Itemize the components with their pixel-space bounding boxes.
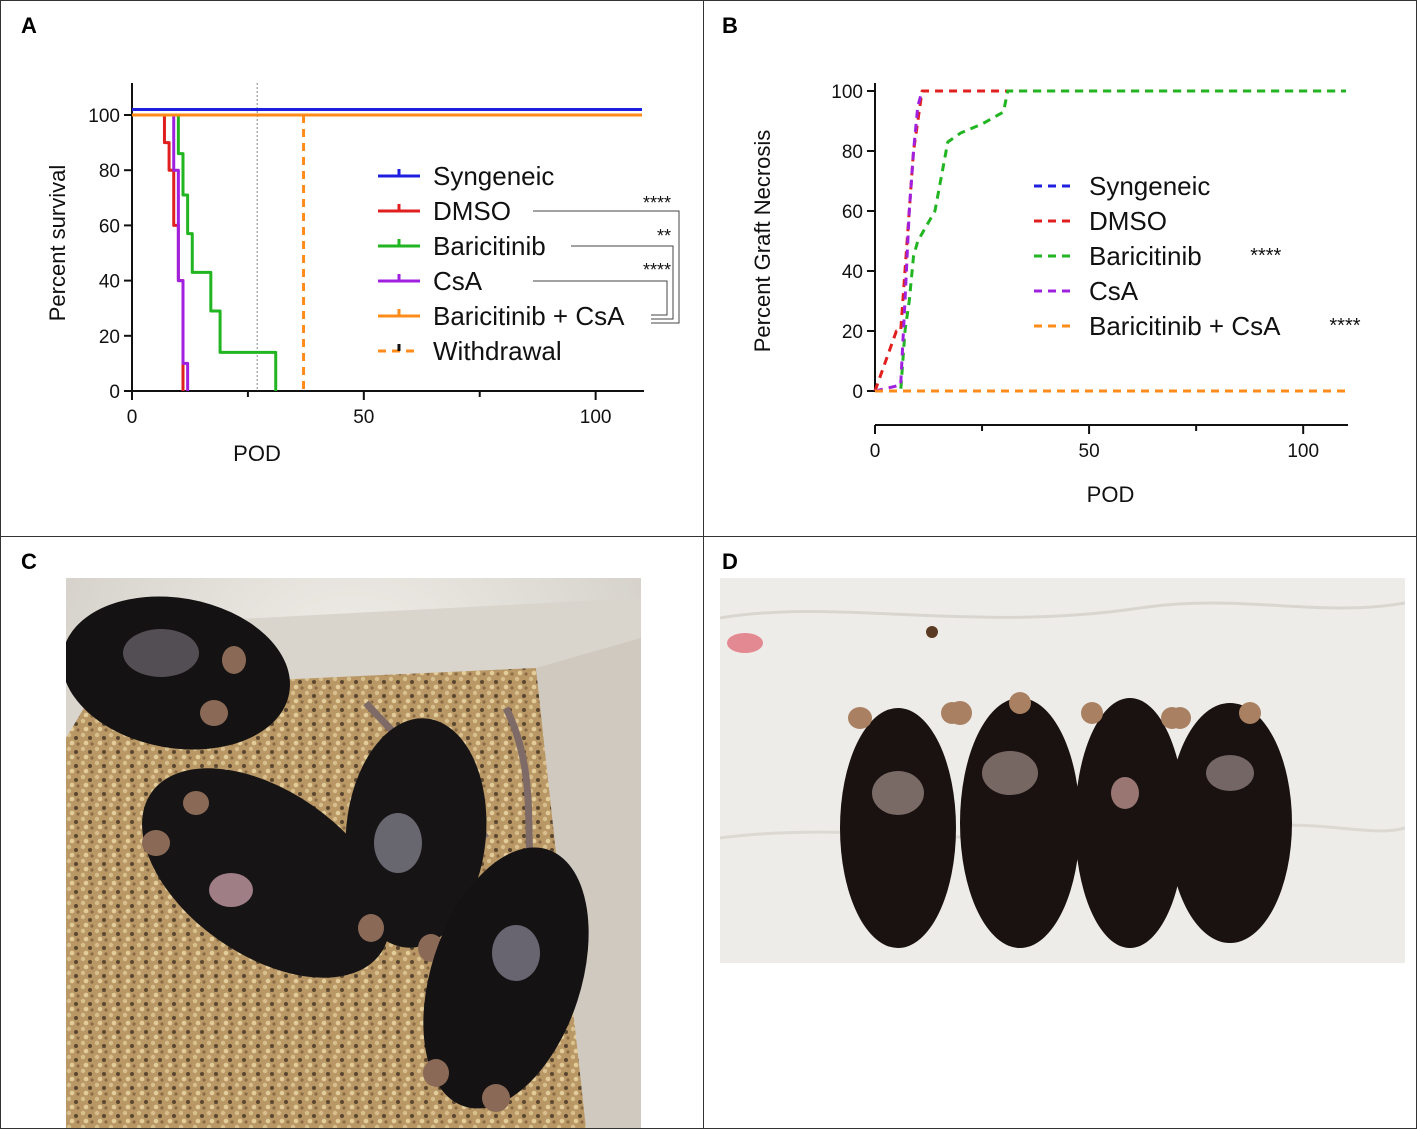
significance-label: **** — [1329, 315, 1360, 337]
panel-a: A 0 20 40 60 80 100 0 50 100 POD Percent survival S… — [0, 0, 704, 537]
y-axis-label: Percent Graft Necrosis — [750, 130, 775, 353]
series-line-baricitinib — [132, 113, 278, 391]
necrosis-chart: 0 20 40 60 80 100 0 50 100 POD Percent Graft Necro… — [750, 82, 1361, 507]
y-tick-label: 100 — [831, 82, 863, 103]
legend-label: Syngeneic — [1089, 171, 1210, 201]
panel-letter-d: D — [722, 549, 738, 574]
series-line-dmso — [132, 113, 185, 391]
y-tick-label: 20 — [842, 322, 863, 343]
legend-label: Baricitinib + CsA — [433, 301, 625, 331]
y-tick-label: 40 — [842, 262, 863, 283]
legend-label: DMSO — [1089, 206, 1167, 236]
photo-mice-in-cage — [66, 578, 641, 1128]
legend-label: Baricitinib + CsA — [1089, 311, 1281, 341]
legend-label: Baricitinib — [433, 231, 546, 261]
y-tick-label: 100 — [88, 106, 120, 127]
legend-label: Withdrawal — [433, 336, 562, 366]
mouse-2 — [948, 692, 1080, 948]
x-tick-label: 0 — [870, 441, 881, 462]
x-axis-label: POD — [233, 441, 281, 466]
panel-letter-b: B — [722, 13, 738, 38]
panel-d: D — [703, 536, 1417, 1129]
legend-label: CsA — [1089, 276, 1139, 306]
photo-mice-on-bench — [720, 578, 1405, 963]
panel-c: C — [0, 536, 704, 1129]
mouse-2 — [142, 768, 390, 978]
significance-label: **** — [643, 260, 671, 280]
series-line-csa — [874, 90, 924, 393]
y-tick-label: 80 — [842, 142, 863, 163]
legend-label: DMSO — [433, 196, 511, 226]
significance-label: **** — [1250, 245, 1281, 267]
x-axis-label: POD — [1087, 482, 1135, 507]
y-tick-label: 60 — [99, 216, 120, 237]
series-line-baricitinib — [875, 89, 1346, 393]
legend-label: Syngeneic — [433, 161, 554, 191]
survival-chart: 0 20 40 60 80 100 0 50 100 POD Percent survival Syn… — [45, 83, 680, 466]
series-line-csa — [132, 113, 190, 391]
mouse-3 — [1075, 698, 1185, 948]
panel-letter-a: A — [21, 13, 37, 38]
mouse-1 — [66, 596, 290, 750]
mouse-4 — [1168, 702, 1292, 943]
x-tick-label: 100 — [1287, 441, 1319, 462]
significance-bracket — [533, 280, 668, 316]
legend-label: Baricitinib — [1089, 241, 1202, 271]
y-tick-label: 20 — [99, 327, 120, 348]
legend-label: CsA — [433, 266, 483, 296]
x-tick-label: 50 — [353, 407, 374, 428]
y-tick-label: 40 — [99, 272, 120, 293]
panel-b: B 0 20 40 60 80 100 0 50 100 POD Percent Graft Nec… — [703, 0, 1417, 537]
panel-letter-c: C — [21, 549, 37, 574]
x-tick-label: 0 — [127, 407, 138, 428]
y-tick-label: 0 — [109, 382, 120, 403]
y-axis-label: Percent survival — [45, 165, 70, 322]
significance-bracket — [533, 210, 680, 324]
significance-bracket — [571, 245, 674, 320]
y-tick-label: 60 — [842, 202, 863, 223]
significance-label: **** — [643, 193, 671, 213]
y-tick-label: 0 — [852, 382, 863, 403]
mouse-1 — [840, 702, 963, 948]
mouse-4 — [423, 706, 589, 1112]
y-tick-label: 80 — [99, 161, 120, 182]
significance-label: ** — [657, 226, 671, 246]
x-tick-label: 100 — [580, 407, 612, 428]
x-tick-label: 50 — [1079, 441, 1100, 462]
